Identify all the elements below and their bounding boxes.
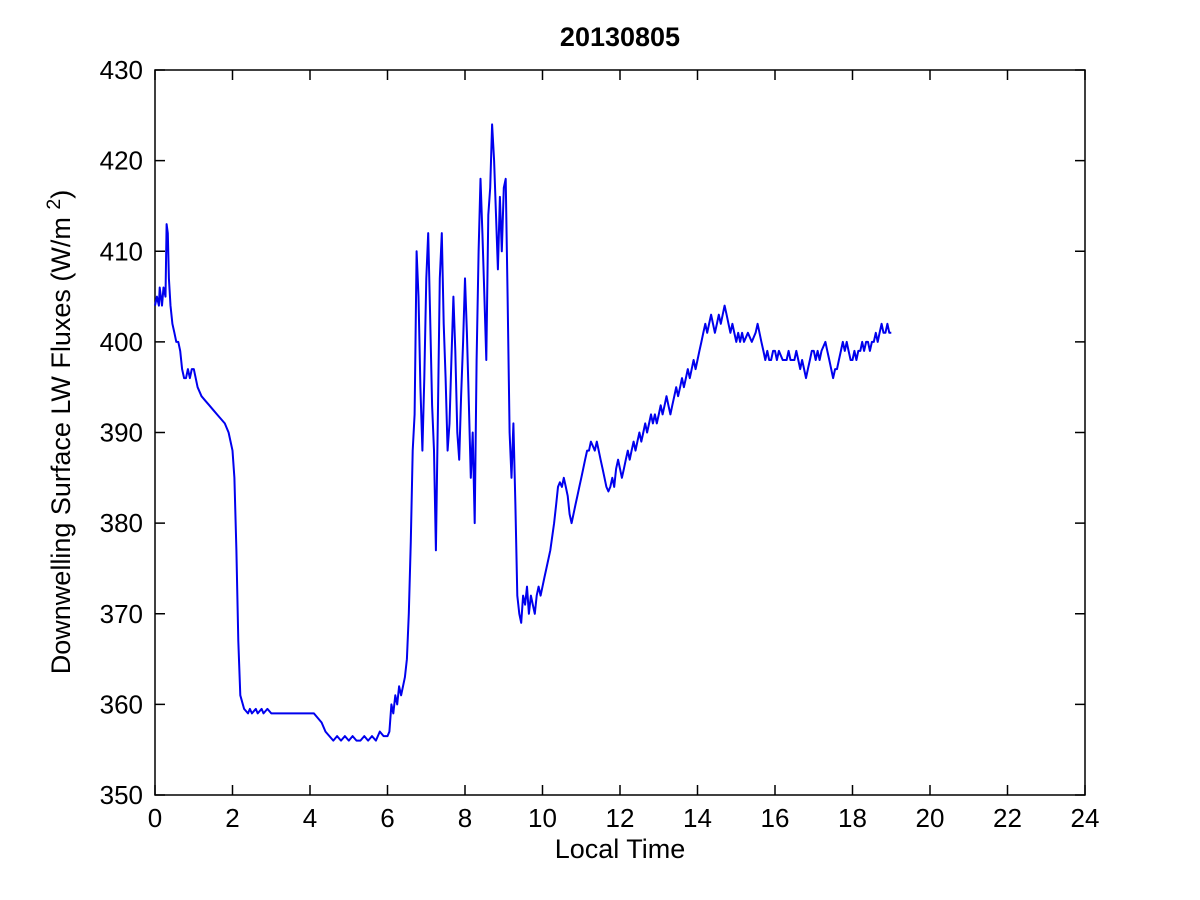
- y-tick-label: 350: [100, 780, 143, 810]
- y-tick-label: 410: [100, 236, 143, 266]
- x-tick-label: 8: [458, 803, 472, 833]
- x-tick-label: 14: [683, 803, 712, 833]
- x-tick-label: 2: [225, 803, 239, 833]
- x-tick-label: 10: [528, 803, 557, 833]
- x-axis-label: Local Time: [554, 834, 686, 864]
- y-tick-label: 430: [100, 55, 143, 85]
- axis-box: [154, 69, 1086, 796]
- y-tick-label: 380: [100, 508, 143, 538]
- x-tick-label: 22: [993, 803, 1022, 833]
- y-tick-label: 400: [100, 327, 143, 357]
- x-tick-label: 16: [761, 803, 790, 833]
- x-tick-label: 0: [148, 803, 162, 833]
- chart-title: 20130805: [559, 22, 681, 52]
- y-tick-label: 390: [100, 418, 143, 448]
- flux-data-line: [154, 123, 892, 742]
- y-tick-label: 360: [100, 689, 143, 719]
- x-tick-label: 4: [303, 803, 317, 833]
- x-tick-label: 24: [1071, 803, 1100, 833]
- x-tick-label: 12: [606, 803, 635, 833]
- x-tick-label: 6: [380, 803, 394, 833]
- x-tick-label: 18: [838, 803, 867, 833]
- y-tick-label: 420: [100, 146, 143, 176]
- y-tick-label: 370: [100, 599, 143, 629]
- x-tick-label: 20: [916, 803, 945, 833]
